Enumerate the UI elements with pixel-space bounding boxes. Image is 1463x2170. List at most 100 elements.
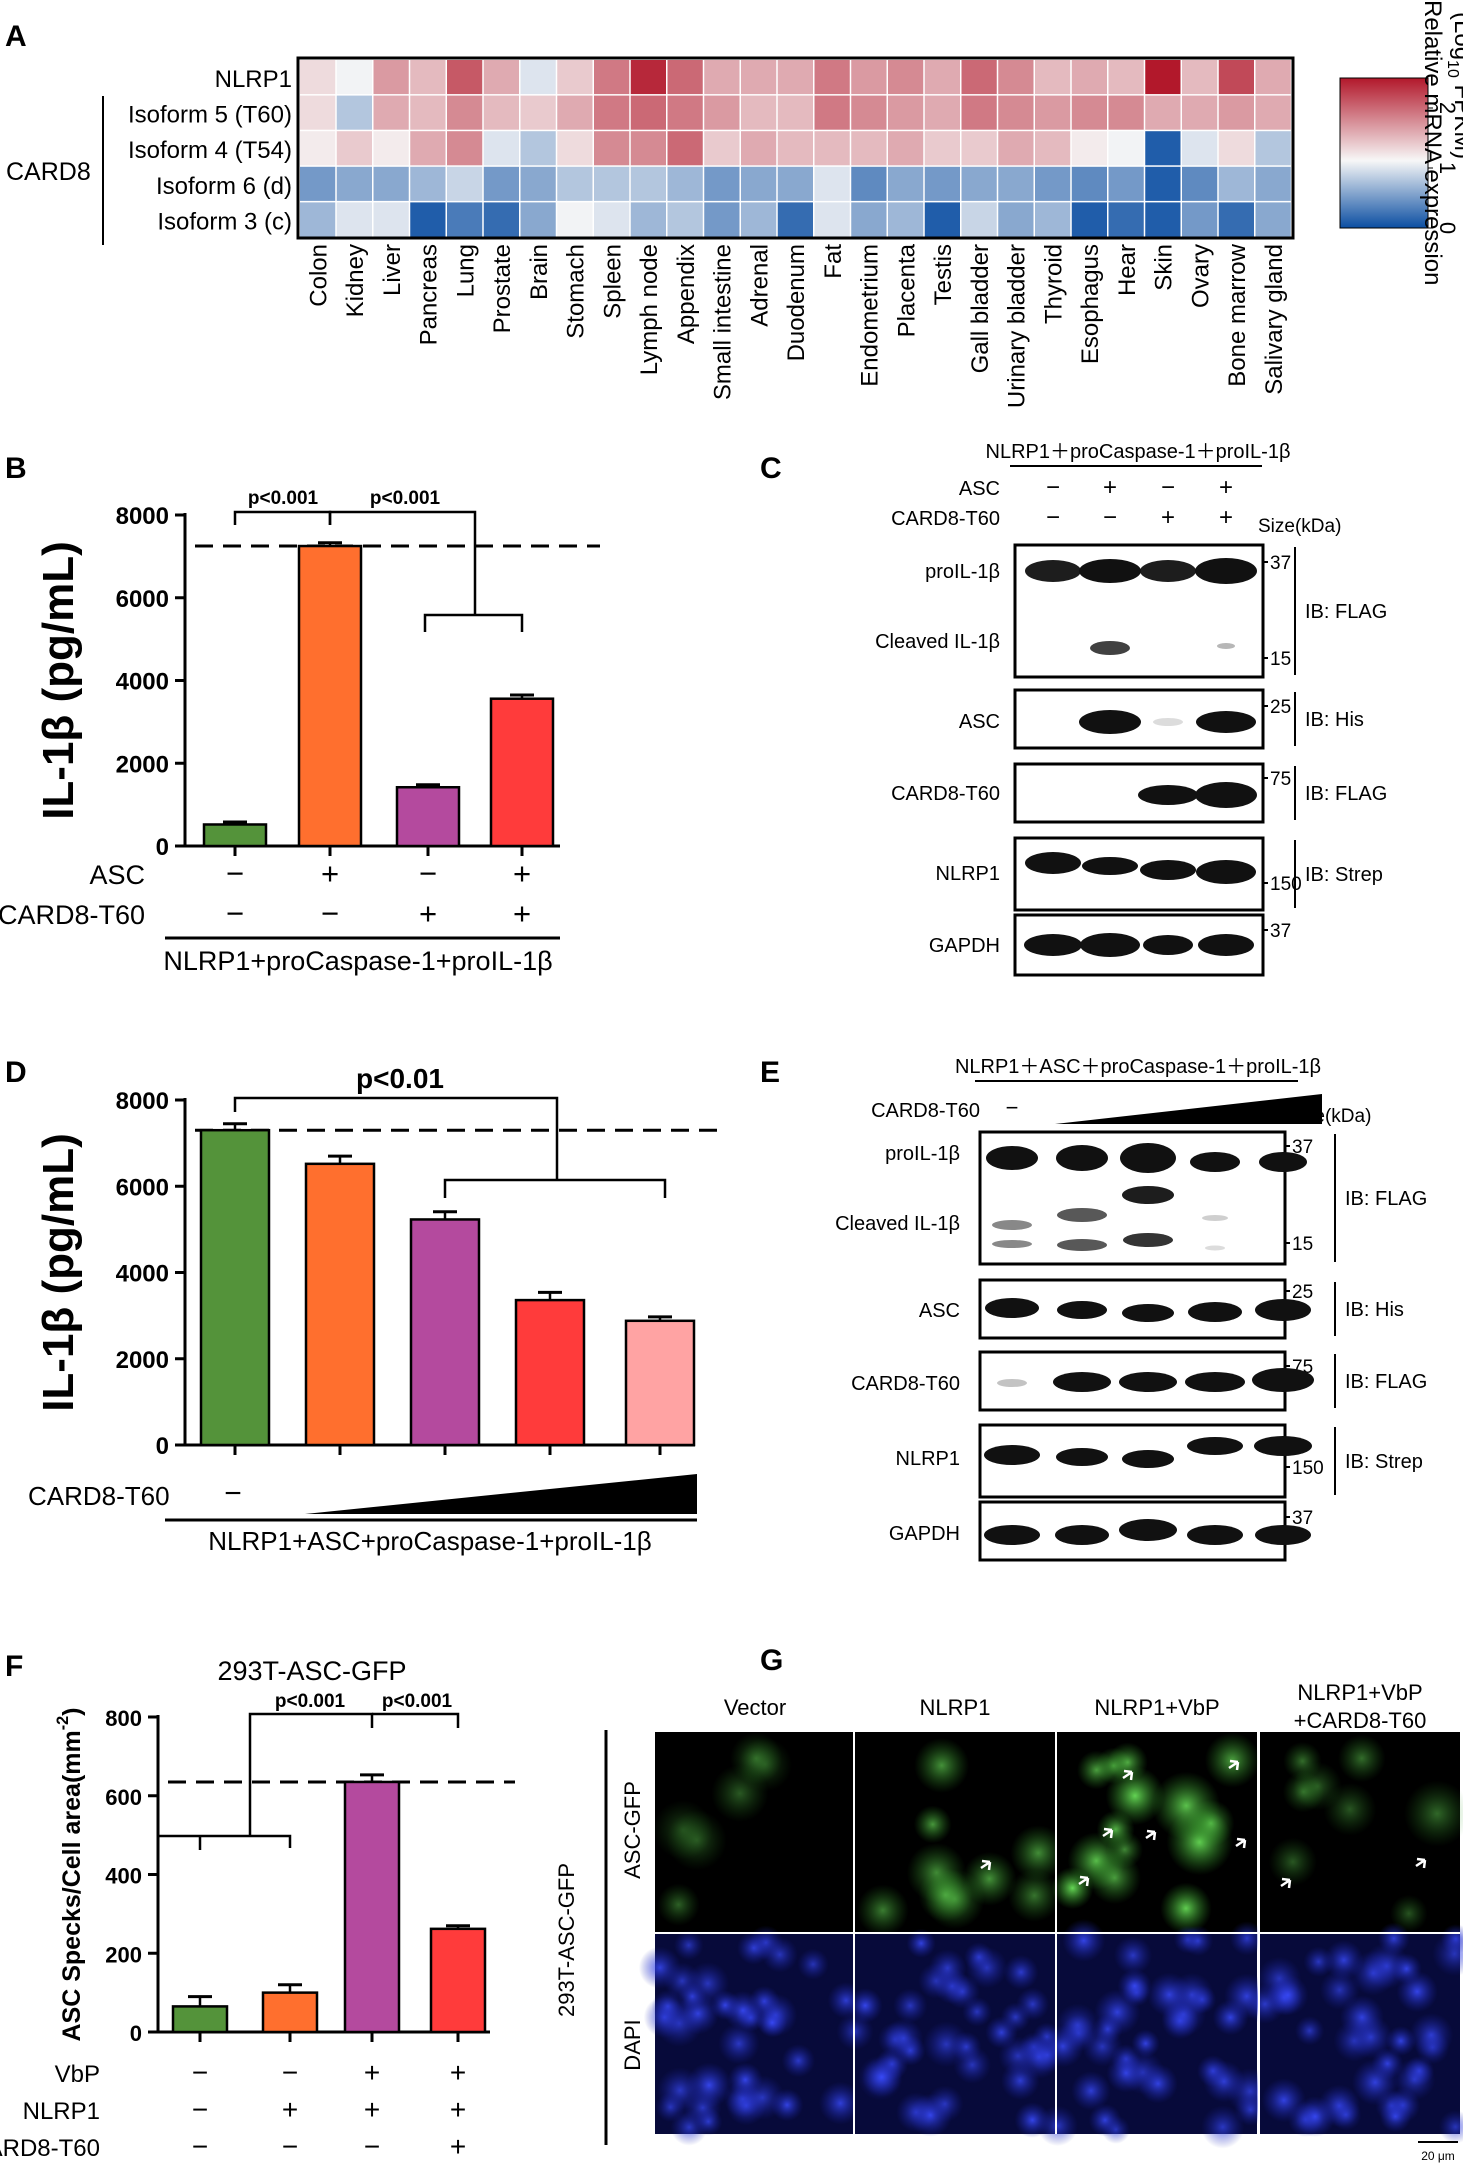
y-tick-label: 400 [105, 1864, 142, 1889]
p-value-label: p<0.001 [382, 1691, 453, 1712]
heatmap-cell [447, 166, 483, 201]
heatmap-cell [594, 131, 630, 166]
panel-d: D 0 2000 4000 6000 8000 IL-1β (pg/mL) p<0.01 CA… [5, 1056, 720, 1556]
heatmap-cell [1182, 60, 1218, 95]
side-label: 293T-ASC-GFP [554, 1863, 579, 2017]
gfp-cell [1337, 1734, 1386, 1783]
heatmap-cell [1071, 202, 1107, 237]
heatmap-cell [373, 202, 409, 237]
blot-band [1122, 1186, 1174, 1204]
blot-band [1187, 1525, 1243, 1545]
gfp-cell [1010, 1825, 1067, 1881]
condition-label: NLRP1 [23, 2098, 100, 2125]
heatmap-cell [888, 95, 924, 130]
y-tick-label: 600 [105, 1785, 142, 1810]
heatmap-cell [594, 95, 630, 130]
heatmap-cell [777, 166, 813, 201]
y-tick-label: 4000 [116, 669, 169, 696]
size-marker: 75 [1270, 769, 1291, 790]
condition-sign: + [1219, 474, 1233, 501]
heatmap-column-label: Esophagus [1077, 244, 1104, 364]
panel-letter-f: F [5, 1650, 23, 1683]
heatmap-column-label: Placenta [893, 243, 920, 337]
dapi-nucleus [761, 1936, 798, 1973]
heatmap-cell [851, 95, 887, 130]
blot-label: ASC [959, 711, 1000, 733]
antibody-label: IB: His [1305, 709, 1364, 731]
heatmap-cell [851, 202, 887, 237]
y-tick-label: 0 [156, 834, 169, 861]
condition-sign: + [419, 896, 437, 931]
y-tick-label: 0 [130, 2021, 142, 2046]
heatmap-cell [410, 166, 446, 201]
significance-bracket [443, 1178, 667, 1198]
heatmap-cell [1255, 60, 1291, 95]
heatmap-cell [777, 202, 813, 237]
blot-band [1082, 857, 1138, 875]
blot-band [1025, 852, 1081, 874]
dapi-nucleus [1041, 2025, 1084, 2068]
panel-f: F 293T-ASC-GFP 0 200 400 600 800 ASC Specks/C… [0, 1650, 515, 2162]
blot-label: GAPDH [929, 935, 1000, 957]
heatmap-cell [1218, 131, 1254, 166]
heatmap-cell [594, 202, 630, 237]
y-axis-label-text: IL-1β (pg/mL) [34, 1133, 83, 1412]
heatmap-row-label: Isoform 5 (T60) [128, 102, 292, 129]
size-marker: 25 [1270, 697, 1291, 718]
heatmap-column-label: Duodenum [783, 244, 810, 361]
heatmap-cell [520, 60, 556, 95]
blot-band [1187, 1437, 1243, 1455]
condition-sign: − [364, 2131, 380, 2162]
colorbar [1339, 77, 1429, 229]
y-tick-label: 800 [105, 1706, 142, 1731]
p-value-label: p<0.001 [275, 1691, 346, 1712]
colorbar-title: Relative mRNA expression [1419, 0, 1446, 285]
blot-band [1057, 1301, 1107, 1319]
colorbar-tick-label: 0 [1435, 222, 1460, 234]
gfp-cell [711, 1764, 769, 1822]
heatmap-cell [667, 202, 703, 237]
heatmap-cell [520, 166, 556, 201]
colorbar-unit: (Log10 FPKM) [1444, 12, 1463, 159]
blot-band [1024, 934, 1082, 956]
blot-band [1025, 560, 1081, 582]
blot-band [1053, 1372, 1111, 1392]
y-tick-label: 4000 [116, 1261, 169, 1288]
heatmap-cell [667, 95, 703, 130]
y-axis-label-text: IL-1β (pg/mL) [34, 541, 83, 820]
dapi-nucleus [1117, 1968, 1152, 2004]
heatmap-cell [630, 60, 666, 95]
column-label: Vector [724, 1695, 786, 1720]
speck-arrow [1078, 1875, 1090, 1887]
heatmap-cell [924, 95, 960, 130]
heatmap-cell [1108, 60, 1144, 95]
blot-band [1153, 718, 1183, 726]
blot-band [1140, 860, 1196, 880]
condition-sign: − [282, 2131, 298, 2162]
y-axis-label: IL-1β (pg/mL) [34, 1133, 83, 1412]
size-marker: 15 [1292, 1234, 1313, 1255]
blot-band [1195, 782, 1257, 808]
heatmap-cell [447, 202, 483, 237]
colorbar-ticks: 0 1 2 [1428, 102, 1460, 234]
heatmap-cell [300, 131, 336, 166]
antibody-label: IB: His [1345, 1299, 1404, 1321]
significance-bracket [423, 613, 524, 632]
heatmap-cell [410, 131, 446, 166]
heatmap-row-label: Isoform 3 (c) [157, 208, 292, 235]
heatmap-cell [1035, 60, 1071, 95]
dapi-nucleus [998, 2036, 1038, 2076]
gfp-cell [962, 1851, 1017, 1906]
heatmap-cell [814, 131, 850, 166]
heatmap-column-label: Colon [305, 244, 332, 307]
gfp-cell [1107, 1742, 1148, 1783]
condition-sign: − [226, 856, 244, 891]
blot-band [1196, 860, 1256, 884]
dapi-nucleus [1113, 1936, 1153, 1975]
heatmap-cell [1145, 202, 1181, 237]
y-tick-label: 0 [156, 1433, 169, 1460]
colorbar-tick-label: 2 [1435, 102, 1460, 114]
heatmap-cell [814, 166, 850, 201]
gradient-first-sign: − [1006, 1095, 1019, 1120]
